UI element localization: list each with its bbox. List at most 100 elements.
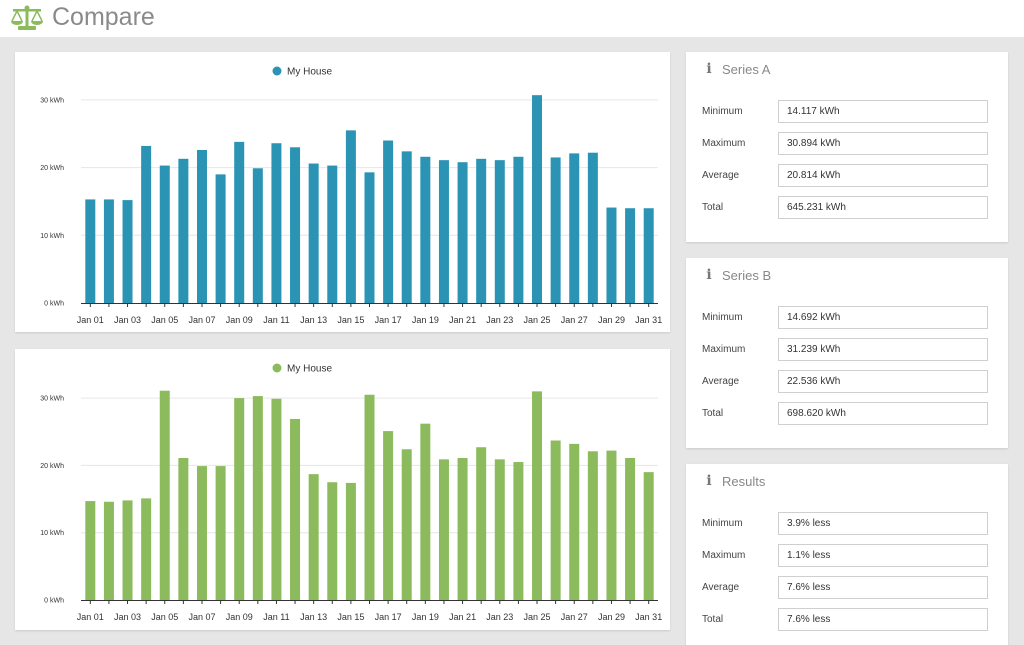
info-icon[interactable]: i [706, 267, 712, 283]
bar [494, 459, 505, 600]
results-minimum-row: Minimum 3.9% less [702, 512, 994, 537]
series-b-panel: i Series B Minimum 14.692 kWh Maximum 31… [686, 258, 1008, 448]
x-tick-label: Jan 09 [226, 315, 253, 325]
series-a-title: Series A [722, 61, 771, 77]
y-tick-label: 30 kWh [40, 396, 64, 403]
bar [215, 466, 226, 600]
bar [234, 141, 245, 303]
bar [141, 498, 152, 600]
legend-marker [272, 66, 282, 76]
x-tick-label: Jan 13 [300, 612, 327, 622]
bar [122, 200, 133, 303]
bar [215, 174, 226, 303]
bar [308, 163, 319, 303]
bar [364, 172, 375, 303]
bar [364, 394, 375, 600]
minimum-value-field[interactable]: 14.692 kWh [778, 306, 988, 329]
bar [159, 165, 170, 303]
bar [569, 153, 580, 303]
bar [420, 423, 431, 600]
bar [550, 440, 561, 600]
average-label: Average [702, 582, 740, 593]
bar [159, 390, 170, 600]
bar [643, 208, 654, 303]
bar [643, 472, 654, 600]
bar [438, 459, 449, 600]
x-tick-label: Jan 11 [263, 612, 289, 622]
x-tick-label: Jan 31 [635, 612, 662, 622]
average-value-field[interactable]: 20.814 kWh [778, 164, 988, 187]
x-tick-label: Jan 25 [524, 612, 551, 622]
series-b-header: i Series B [705, 267, 771, 283]
results-maximum-row: Maximum 1.1% less [702, 544, 994, 569]
maximum-label: Maximum [702, 138, 746, 149]
x-tick-label: Jan 17 [375, 315, 402, 325]
x-tick-label: Jan 25 [524, 315, 551, 325]
x-tick-label: Jan 01 [77, 315, 104, 325]
bar [625, 457, 636, 600]
bar [196, 149, 207, 303]
bar [401, 151, 412, 303]
bar [513, 156, 524, 303]
bar [457, 457, 468, 600]
series-a-total-row: Total 645.231 kWh [702, 196, 994, 221]
maximum-label: Maximum [702, 344, 746, 355]
bar [252, 168, 263, 303]
x-tick-label: Jan 15 [337, 612, 364, 622]
series-b-total-row: Total 698.620 kWh [702, 402, 994, 427]
scales-icon [11, 5, 43, 30]
y-tick-label: 0 kWh [44, 598, 64, 605]
bar [308, 474, 319, 600]
bar [494, 160, 505, 303]
bar [327, 165, 338, 303]
bar [103, 501, 114, 600]
bar [532, 391, 543, 600]
series-a-average-row: Average 20.814 kWh [702, 164, 994, 189]
x-tick-label: Jan 13 [300, 315, 327, 325]
results-header: i Results [705, 473, 765, 489]
bar [532, 95, 543, 303]
average-value-field[interactable]: 7.6% less [778, 576, 988, 599]
total-label: Total [702, 614, 724, 625]
info-icon[interactable]: i [706, 61, 712, 77]
bar [178, 158, 189, 303]
info-icon[interactable]: i [706, 473, 712, 489]
average-label: Average [702, 376, 740, 387]
bar [587, 451, 598, 600]
total-value-field[interactable]: 698.620 kWh [778, 402, 988, 425]
maximum-value-field[interactable]: 1.1% less [778, 544, 988, 567]
bar [290, 147, 301, 303]
maximum-value-field[interactable]: 30.894 kWh [778, 132, 988, 155]
x-tick-label: Jan 29 [598, 612, 625, 622]
bar [345, 130, 356, 303]
bar [476, 447, 487, 600]
minimum-value-field[interactable]: 14.117 kWh [778, 100, 988, 123]
results-total-row: Total 7.6% less [702, 608, 994, 633]
bar [122, 500, 133, 600]
average-value-field[interactable]: 22.536 kWh [778, 370, 988, 393]
series-b-maximum-row: Maximum 31.239 kWh [702, 338, 994, 363]
x-tick-label: Jan 05 [151, 315, 178, 325]
x-tick-label: Jan 21 [449, 315, 476, 325]
y-tick-label: 20 kWh [40, 165, 64, 172]
y-tick-label: 10 kWh [40, 233, 64, 240]
series-b-title: Series B [722, 267, 772, 283]
x-tick-label: Jan 03 [114, 315, 141, 325]
x-tick-label: Jan 01 [77, 612, 104, 622]
results-panel: i Results Minimum 3.9% less Maximum 1.1%… [686, 464, 1008, 645]
maximum-value-field[interactable]: 31.239 kWh [778, 338, 988, 361]
bar [513, 462, 524, 600]
total-value-field[interactable]: 645.231 kWh [778, 196, 988, 219]
bar [438, 160, 449, 303]
bar [178, 457, 189, 600]
bar [196, 466, 207, 600]
x-tick-label: Jan 09 [226, 612, 253, 622]
bar [606, 450, 617, 600]
series-a-maximum-row: Maximum 30.894 kWh [702, 132, 994, 157]
bar [327, 482, 338, 600]
total-value-field[interactable]: 7.6% less [778, 608, 988, 631]
bar [383, 140, 394, 303]
bar [550, 157, 561, 303]
bar [587, 152, 598, 303]
minimum-value-field[interactable]: 3.9% less [778, 512, 988, 535]
